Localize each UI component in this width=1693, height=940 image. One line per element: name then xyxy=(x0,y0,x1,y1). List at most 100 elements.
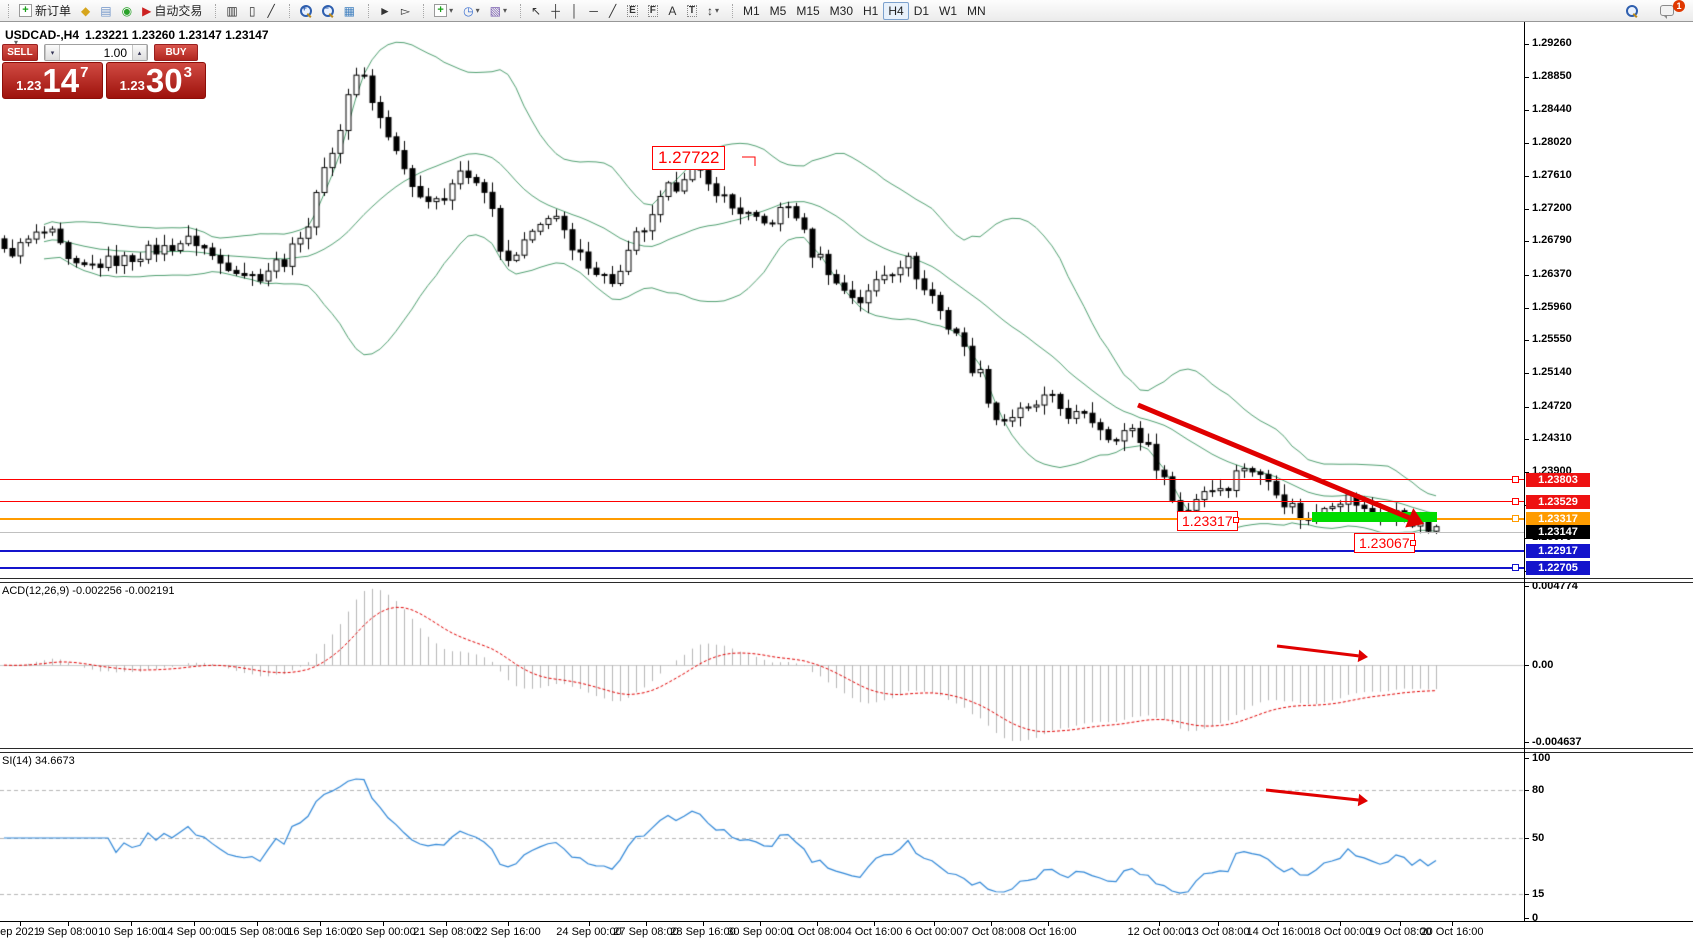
text-button[interactable]: A xyxy=(663,2,682,20)
zoom-in-button[interactable]: + xyxy=(295,2,317,20)
zoom-group: + − ▦ xyxy=(285,0,364,21)
arrows-button[interactable]: ↕ ▾ xyxy=(702,2,724,20)
timeframe-group: M1 M5 M15 M30 H1 H4 D1 W1 MN xyxy=(728,0,995,21)
tf-m15-button[interactable]: M15 xyxy=(791,2,824,20)
tf-m1-button[interactable]: M1 xyxy=(738,2,765,20)
sell-price-button[interactable]: 1.23 14 7 xyxy=(2,62,103,99)
time-label: 21 Sep 08:00 xyxy=(413,926,479,938)
sell-button[interactable]: SELL xyxy=(2,44,38,61)
fibonacci-button[interactable]: F xyxy=(643,2,663,20)
crosshair-icon: ┼ xyxy=(551,3,560,18)
indicators-button[interactable]: + ▾ xyxy=(429,2,458,20)
support-line[interactable] xyxy=(0,517,1524,520)
tf-m1-button-label: M1 xyxy=(742,3,760,18)
macd-tick-dash xyxy=(1524,665,1529,666)
one-click-collapse-icon[interactable]: ▾ xyxy=(14,38,19,47)
signals-button[interactable]: ◉ xyxy=(117,2,137,20)
horizontal-line-button[interactable]: ─ xyxy=(584,2,603,20)
tf-m30-button[interactable]: M30 xyxy=(825,2,858,20)
ohlc-values: 1.23221 1.23260 1.23147 1.23147 xyxy=(85,28,269,42)
zoom-out-icon: − xyxy=(321,3,334,17)
support-line-handle[interactable] xyxy=(1512,514,1519,522)
templates-button-dropdown-icon: ▾ xyxy=(503,6,508,15)
tf-d1-button[interactable]: D1 xyxy=(909,2,934,20)
tools-group: ↖ ┼ │ ─ ╱ E F A T ↕ ▾ xyxy=(516,0,728,21)
chart-screenshot-button[interactable]: ◆ xyxy=(76,2,95,20)
zoom-out-button[interactable]: − xyxy=(317,2,339,20)
resistance-line-1-handle[interactable] xyxy=(1512,475,1519,483)
periods-button[interactable]: ◷ ▾ xyxy=(458,2,485,20)
crosshair-button[interactable]: ┼ xyxy=(546,2,565,20)
main-chart-canvas[interactable] xyxy=(0,22,1524,578)
resistance-line-2[interactable] xyxy=(0,501,1524,503)
time-tick xyxy=(646,921,647,926)
time-tick xyxy=(760,921,761,926)
tile-windows-icon: ▦ xyxy=(343,3,356,18)
tf-w1-button-label: W1 xyxy=(939,3,958,18)
chart-screenshot-icon: ◆ xyxy=(81,3,91,18)
current-price-label: 1.23147 xyxy=(1526,525,1590,540)
target-line-2-handle[interactable] xyxy=(1512,563,1519,571)
notifications-button[interactable]: 1 xyxy=(1655,0,1685,20)
sell-price-main: 14 xyxy=(42,62,80,99)
callout-anchor-handle[interactable] xyxy=(1410,540,1416,546)
chart-shift-button[interactable]: ▻ xyxy=(396,2,415,20)
tile-windows-button[interactable]: ▦ xyxy=(339,2,360,20)
search-button[interactable] xyxy=(1621,2,1643,20)
buy-button[interactable]: BUY xyxy=(154,44,198,61)
equidistant-channel-button[interactable]: E xyxy=(622,2,643,20)
time-tick xyxy=(68,921,69,926)
line-chart-button[interactable]: ╱ xyxy=(262,2,281,20)
macd-axis-label: 0.00 xyxy=(1532,659,1554,672)
tf-m5-button[interactable]: M5 xyxy=(765,2,792,20)
target-line-2[interactable] xyxy=(0,566,1524,569)
rsi-pane-separator[interactable] xyxy=(0,748,1693,753)
volume-increase-button[interactable]: ▴ xyxy=(132,45,147,60)
new-order-button[interactable]: + 新订单 xyxy=(14,2,76,20)
time-label: 6 Oct 00:00 xyxy=(905,926,963,938)
volume-input[interactable] xyxy=(60,45,132,60)
trendline-button[interactable]: ╱ xyxy=(603,2,622,20)
tf-h1-button[interactable]: H1 xyxy=(858,2,883,20)
rsi-axis-label: 80 xyxy=(1532,784,1545,796)
buy-price-button[interactable]: 1.23 30 3 xyxy=(105,62,206,99)
resistance-line-1[interactable] xyxy=(0,479,1524,481)
time-tick xyxy=(874,921,875,926)
auto-scroll-button[interactable]: ► xyxy=(374,2,396,20)
price-tick-label: 1.26790 xyxy=(1532,234,1572,247)
auto-trading-button[interactable]: ▶ 自动交易 xyxy=(137,2,207,20)
text-label-button[interactable]: T xyxy=(682,2,702,20)
notification-badge: 1 xyxy=(1673,0,1685,12)
tf-w1-button[interactable]: W1 xyxy=(934,2,962,20)
time-tick xyxy=(1159,921,1160,926)
target-line-1[interactable] xyxy=(0,549,1524,552)
candlestick-chart-icon: ▯ xyxy=(248,3,256,18)
callout-anchor-handle[interactable] xyxy=(1233,517,1239,523)
support-price-callout[interactable]: 1.23317 xyxy=(1177,511,1238,531)
current-price-line[interactable] xyxy=(0,531,1524,533)
vertical-line-button[interactable]: │ xyxy=(565,2,584,20)
price-tick-label: 1.25140 xyxy=(1532,366,1572,379)
volume-decrease-button[interactable]: ▾ xyxy=(45,45,60,60)
buy-price-base: 1.23 xyxy=(119,78,145,93)
time-tick xyxy=(1400,921,1401,926)
time-tick xyxy=(1278,921,1279,926)
time-label: 30 Sep 00:00 xyxy=(727,926,793,938)
low-price-callout[interactable]: 1.23067 xyxy=(1354,533,1415,553)
tf-h4-button[interactable]: H4 xyxy=(883,1,909,20)
candlestick-chart-button[interactable]: ▯ xyxy=(243,2,262,20)
macd-pane-canvas[interactable] xyxy=(0,583,1524,748)
chat-icon xyxy=(1660,5,1674,19)
macd-pane-separator[interactable] xyxy=(0,578,1693,583)
price-tick-label: 1.28020 xyxy=(1532,136,1572,149)
market-depth-button[interactable]: ▤ xyxy=(95,2,116,20)
tf-mn-button[interactable]: MN xyxy=(962,2,991,20)
cursor-button[interactable]: ↖ xyxy=(526,2,546,20)
templates-button[interactable]: ▧ ▾ xyxy=(485,2,512,20)
rsi-pane-canvas[interactable] xyxy=(0,753,1524,921)
symbol-period: USDCAD-,H4 xyxy=(5,28,80,42)
resistance-line-2-handle[interactable] xyxy=(1512,497,1519,505)
high-price-callout[interactable]: 1.27722 xyxy=(652,146,726,170)
bar-chart-button[interactable]: ▥ xyxy=(221,2,242,20)
support-zone-highlight[interactable] xyxy=(1312,511,1437,522)
